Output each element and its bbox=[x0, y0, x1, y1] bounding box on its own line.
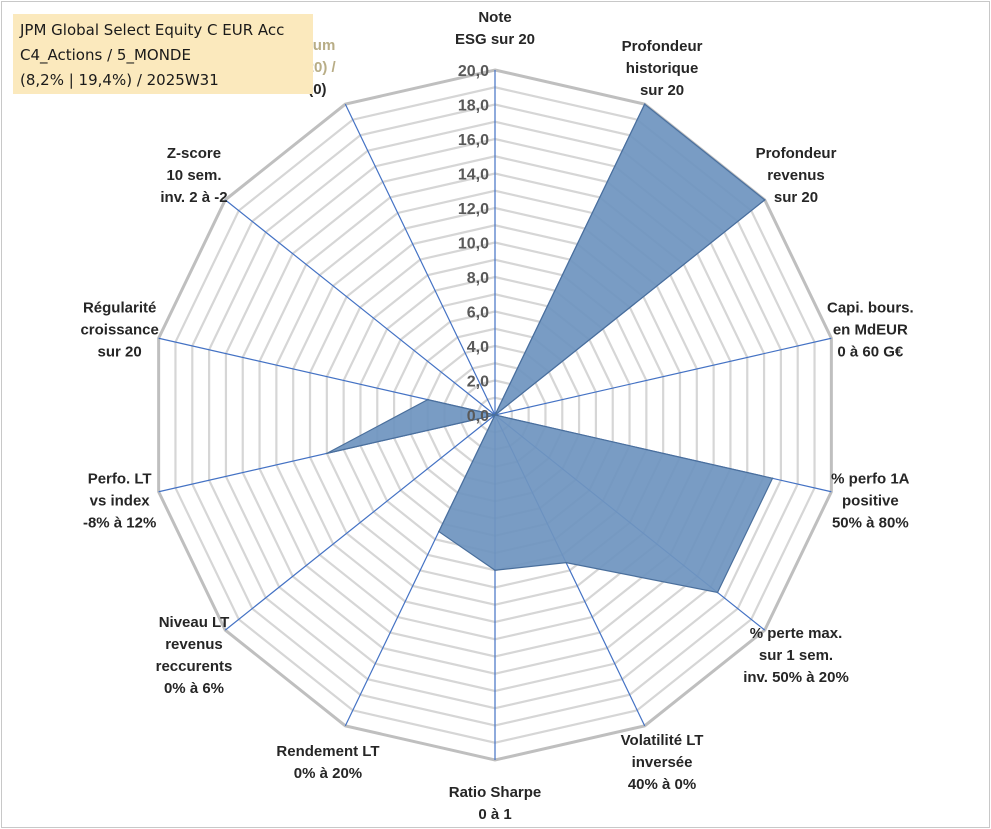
axis-spoke bbox=[344, 103, 496, 416]
axis-label-line: Ratio Sharpe bbox=[449, 784, 542, 801]
axis-label-line: 0 à 1 bbox=[478, 806, 511, 823]
axis-label-line: Régularité bbox=[83, 299, 156, 316]
tick-label: 0,0 bbox=[467, 408, 489, 425]
tick-label: 10,0 bbox=[458, 236, 489, 253]
axis-label: % perfo 1A positive 50% à 80% bbox=[831, 471, 910, 532]
axis-label-line: sur 1 sem. bbox=[759, 647, 833, 664]
axis-label-line: revenus bbox=[165, 636, 223, 653]
axis-label-line: % perte max. bbox=[750, 625, 843, 642]
axis-label-line: 0% à 20% bbox=[294, 765, 362, 782]
axis-label-line: Niveau LT bbox=[159, 614, 230, 631]
series-point bbox=[494, 569, 496, 572]
series-point bbox=[426, 398, 429, 401]
axis-label-line: Profondeur bbox=[622, 38, 703, 55]
tick-label: 6,0 bbox=[467, 305, 489, 322]
axis-spoke bbox=[494, 337, 832, 416]
tick-label: 12,0 bbox=[458, 201, 489, 218]
axis-label-line: 50% à 80% bbox=[832, 515, 909, 532]
axis-label-line: 10 sem. bbox=[166, 167, 221, 184]
series-point bbox=[494, 414, 496, 416]
axis-label-line: % perfo 1A bbox=[831, 471, 910, 488]
axis-label: % perte max. sur 1 sem. inv. 50% à 20% bbox=[743, 625, 849, 686]
radial-tick-labels: 0,0 2,0 4,0 6,0 8,0 10,0 12,0 14,0 16,0 18,0 20,0 bbox=[458, 63, 489, 425]
axis-label: Perfo. LT vs index -8% à 12% bbox=[83, 471, 156, 532]
axis-label-line: inversée bbox=[632, 754, 693, 771]
axis-label: Niveau LT revenus reccurents 0% à 6% bbox=[156, 614, 233, 697]
tick-label: 4,0 bbox=[467, 339, 489, 356]
axis-label: Régularité croissance sur 20 bbox=[80, 299, 158, 360]
chart-title-box: JPM Global Select Equity C EUR Acc C4_Ac… bbox=[13, 14, 313, 94]
axis-label-line: 0 à 60 G€ bbox=[837, 343, 904, 360]
title-stats: (8,2% | 19,4%) / 2025W31 bbox=[20, 71, 219, 89]
title-fund-name: JPM Global Select Equity C EUR Acc bbox=[20, 21, 285, 39]
axis-label-line: Perfo. LT bbox=[88, 471, 152, 488]
tick-label: 16,0 bbox=[458, 132, 489, 149]
axis-label-line: croissance bbox=[80, 321, 158, 338]
axis-label: Ratio Sharpe 0 à 1 bbox=[449, 784, 542, 823]
axis-label: Capi. bours. en MdEUR 0 à 60 G€ bbox=[827, 299, 914, 360]
axis-label-line: 0% à 6% bbox=[164, 680, 224, 697]
axis-label-line: ESG sur 20 bbox=[455, 31, 535, 48]
tick-label: 20,0 bbox=[458, 63, 489, 80]
series-point bbox=[326, 452, 328, 455]
tick-label: 18,0 bbox=[458, 98, 489, 115]
axis-label-line: inv. 50% à 20% bbox=[743, 669, 849, 686]
axis-label: Note ESG sur 20 bbox=[455, 9, 535, 48]
axis-label-line: Note bbox=[478, 9, 511, 26]
tick-label: 8,0 bbox=[467, 270, 489, 287]
axis-label: Volatilité LT inversée 40% à 0% bbox=[621, 732, 704, 793]
axis-label-line: Volatilité LT bbox=[621, 732, 704, 749]
tick-label: 2,0 bbox=[467, 374, 489, 391]
axis-label-line: en MdEUR bbox=[833, 321, 908, 338]
series-point bbox=[565, 561, 567, 564]
axis-label-line: Rendement LT bbox=[276, 743, 379, 760]
axis-label-line: -8% à 12% bbox=[83, 515, 156, 532]
title-category: C4_Actions / 5_MONDE bbox=[20, 46, 191, 64]
axis-label-line: sur 20 bbox=[640, 82, 684, 99]
axis-label-line: reccurents bbox=[156, 658, 233, 675]
series-point bbox=[716, 591, 719, 594]
series-point bbox=[438, 530, 440, 533]
series-point bbox=[643, 103, 646, 105]
axis-label-line: sur 20 bbox=[98, 343, 142, 360]
axis-label: Profondeur revenus sur 20 bbox=[756, 145, 837, 206]
axis-label-line: Capi. bours. bbox=[827, 299, 914, 316]
axis-label-line: revenus bbox=[767, 167, 825, 184]
axis-label-line: 40% à 0% bbox=[628, 776, 696, 793]
series-area bbox=[326, 103, 774, 594]
axis-label-line: positive bbox=[842, 493, 899, 510]
axis-label: Profondeur historique sur 20 bbox=[622, 38, 703, 99]
axis-label-line: Profondeur bbox=[756, 145, 837, 162]
series-point bbox=[771, 477, 774, 480]
tick-label: 14,0 bbox=[458, 167, 489, 184]
series-point bbox=[763, 199, 766, 201]
axis-spoke bbox=[224, 199, 496, 416]
axis-label-line: Z-score bbox=[167, 145, 221, 162]
axis-label-line: inv. 2 à -2 bbox=[160, 189, 227, 206]
axis-label-line: vs index bbox=[90, 493, 151, 510]
axis-label: Rendement LT 0% à 20% bbox=[276, 743, 379, 782]
axis-label-line: sur 20 bbox=[774, 189, 818, 206]
axis-label-line: historique bbox=[626, 60, 699, 77]
axis-spoke bbox=[224, 414, 496, 631]
axis-label: Z-score 10 sem. inv. 2 à -2 bbox=[160, 145, 227, 206]
